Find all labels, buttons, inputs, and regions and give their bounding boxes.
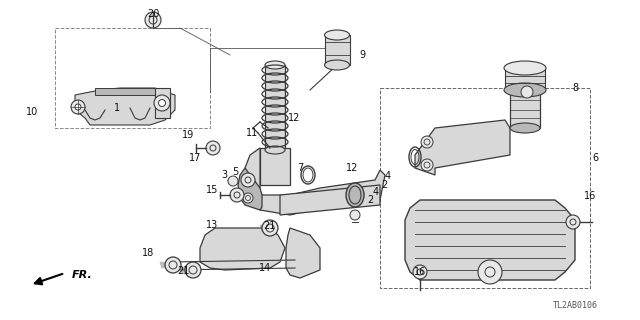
Polygon shape (260, 148, 290, 185)
Circle shape (145, 12, 161, 28)
Circle shape (478, 260, 502, 284)
Polygon shape (265, 65, 285, 150)
Polygon shape (245, 148, 385, 215)
Text: 20: 20 (147, 9, 159, 19)
Text: 9: 9 (359, 50, 365, 60)
Text: 7: 7 (297, 163, 303, 173)
Text: TL2AB0106: TL2AB0106 (552, 300, 598, 309)
Text: 2: 2 (381, 180, 387, 190)
Text: 2: 2 (367, 195, 373, 205)
Text: 3: 3 (221, 170, 227, 180)
Ellipse shape (346, 183, 364, 207)
Polygon shape (325, 35, 350, 65)
Ellipse shape (510, 123, 540, 133)
Polygon shape (510, 90, 540, 128)
Circle shape (566, 215, 580, 229)
Circle shape (206, 141, 220, 155)
Text: 8: 8 (572, 83, 578, 93)
Text: 1: 1 (114, 103, 120, 113)
Circle shape (185, 262, 201, 278)
Text: 12: 12 (288, 113, 300, 123)
Text: 18: 18 (142, 248, 154, 258)
Text: 11: 11 (246, 128, 258, 138)
Polygon shape (75, 88, 175, 125)
Circle shape (421, 136, 433, 148)
Text: 19: 19 (182, 130, 194, 140)
Circle shape (421, 159, 433, 171)
Ellipse shape (504, 61, 546, 75)
Text: 6: 6 (592, 153, 598, 163)
Text: 21: 21 (177, 266, 189, 276)
Ellipse shape (324, 30, 349, 40)
Polygon shape (415, 120, 510, 175)
Circle shape (262, 220, 278, 236)
Text: 10: 10 (26, 107, 38, 117)
Bar (380, 88, 590, 288)
Circle shape (228, 176, 238, 186)
Text: 14: 14 (259, 263, 271, 273)
Polygon shape (405, 200, 575, 280)
Text: 17: 17 (189, 153, 201, 163)
Polygon shape (505, 68, 545, 90)
Text: 13: 13 (206, 220, 218, 230)
Polygon shape (238, 168, 262, 210)
Polygon shape (200, 228, 285, 270)
Circle shape (413, 265, 427, 279)
Polygon shape (155, 88, 170, 118)
Circle shape (75, 104, 81, 110)
Polygon shape (280, 185, 380, 215)
Bar (55, 28, 210, 128)
Text: 16: 16 (584, 191, 596, 201)
Text: 12: 12 (346, 163, 358, 173)
Circle shape (165, 257, 181, 273)
Text: 4: 4 (385, 171, 391, 181)
Circle shape (521, 86, 533, 98)
Text: 5: 5 (232, 167, 238, 177)
Circle shape (154, 95, 170, 111)
Circle shape (159, 100, 166, 107)
Text: 21: 21 (263, 221, 275, 231)
Text: 16: 16 (414, 267, 426, 277)
Text: FR.: FR. (72, 270, 93, 280)
Ellipse shape (265, 146, 285, 154)
Ellipse shape (265, 61, 285, 69)
Polygon shape (286, 228, 320, 278)
Circle shape (243, 193, 253, 203)
Ellipse shape (324, 60, 349, 70)
Circle shape (71, 100, 85, 114)
Circle shape (230, 188, 244, 202)
Text: 15: 15 (206, 185, 218, 195)
Text: 4: 4 (373, 187, 379, 197)
Ellipse shape (504, 83, 546, 97)
Circle shape (241, 173, 255, 187)
Circle shape (350, 210, 360, 220)
Polygon shape (95, 88, 155, 95)
